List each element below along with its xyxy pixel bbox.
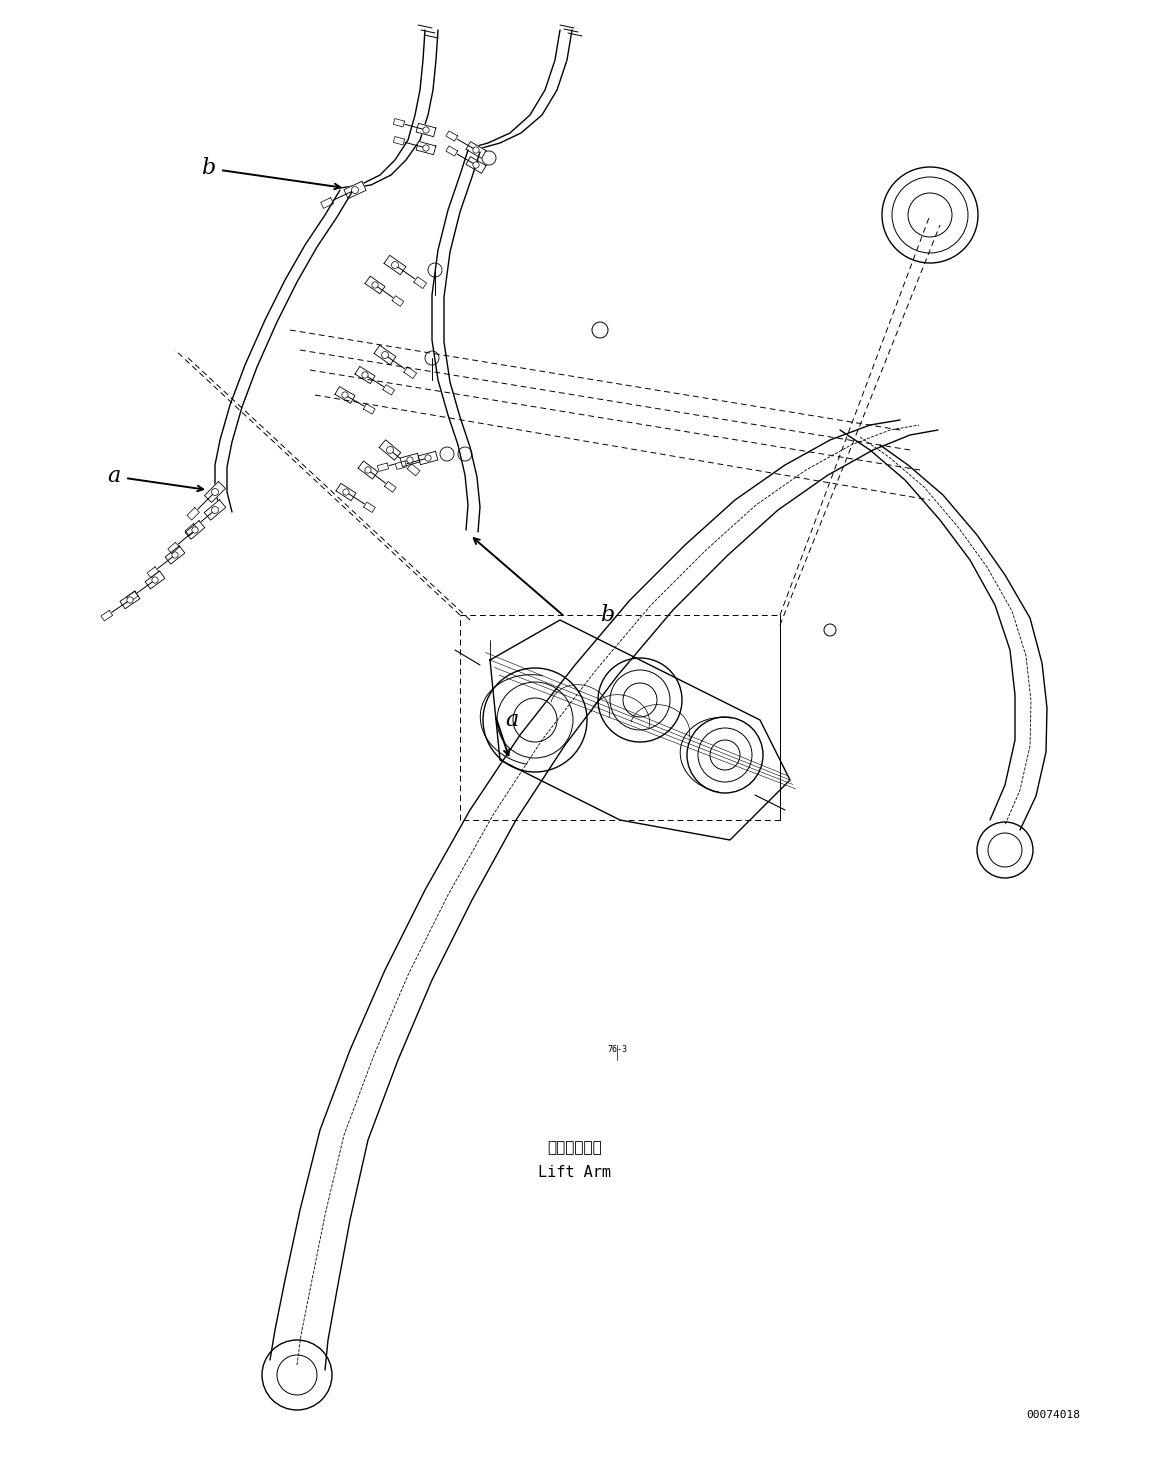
- Circle shape: [483, 668, 587, 771]
- Circle shape: [882, 168, 978, 262]
- Circle shape: [342, 392, 348, 398]
- Circle shape: [127, 596, 133, 604]
- Polygon shape: [404, 367, 416, 379]
- Circle shape: [212, 488, 219, 496]
- Text: 00074018: 00074018: [1026, 1410, 1080, 1420]
- Polygon shape: [187, 507, 199, 521]
- Circle shape: [423, 144, 429, 152]
- Polygon shape: [392, 296, 404, 306]
- Text: リフトアーム: リフトアーム: [548, 1140, 602, 1155]
- Circle shape: [262, 1340, 331, 1410]
- Circle shape: [351, 187, 358, 194]
- Polygon shape: [393, 118, 405, 127]
- Polygon shape: [416, 124, 436, 137]
- Polygon shape: [120, 592, 140, 609]
- Polygon shape: [167, 542, 179, 554]
- Circle shape: [212, 506, 219, 513]
- Polygon shape: [363, 404, 376, 414]
- Circle shape: [152, 577, 158, 583]
- Circle shape: [423, 127, 429, 133]
- Polygon shape: [384, 255, 406, 274]
- Circle shape: [386, 446, 393, 453]
- Polygon shape: [395, 461, 407, 469]
- Circle shape: [392, 261, 399, 268]
- Circle shape: [598, 658, 682, 742]
- Polygon shape: [205, 481, 226, 503]
- Circle shape: [365, 467, 371, 474]
- Polygon shape: [101, 611, 113, 621]
- Polygon shape: [419, 452, 437, 465]
- Text: b: b: [600, 604, 614, 625]
- Circle shape: [343, 488, 349, 496]
- Polygon shape: [466, 141, 486, 159]
- Circle shape: [372, 281, 378, 289]
- Polygon shape: [379, 440, 401, 461]
- Polygon shape: [336, 483, 356, 500]
- Polygon shape: [445, 146, 457, 156]
- Polygon shape: [365, 276, 385, 295]
- Circle shape: [381, 351, 388, 359]
- Polygon shape: [321, 198, 334, 208]
- Polygon shape: [400, 453, 420, 467]
- Text: a: a: [107, 465, 120, 487]
- Circle shape: [172, 551, 178, 558]
- Circle shape: [192, 526, 198, 534]
- Polygon shape: [358, 461, 378, 480]
- Polygon shape: [148, 567, 158, 577]
- Circle shape: [473, 147, 479, 153]
- Circle shape: [424, 455, 431, 461]
- Polygon shape: [205, 500, 226, 521]
- Polygon shape: [466, 156, 486, 174]
- Polygon shape: [377, 464, 388, 471]
- Circle shape: [473, 162, 479, 168]
- Polygon shape: [185, 521, 205, 539]
- Polygon shape: [393, 137, 405, 144]
- Circle shape: [977, 822, 1033, 878]
- Polygon shape: [335, 386, 355, 404]
- Polygon shape: [364, 502, 376, 513]
- Polygon shape: [414, 277, 427, 289]
- Polygon shape: [127, 590, 138, 602]
- Polygon shape: [383, 385, 394, 395]
- Polygon shape: [344, 181, 366, 198]
- Text: Lift Arm: Lift Arm: [538, 1165, 612, 1180]
- Polygon shape: [374, 346, 395, 364]
- Polygon shape: [185, 523, 198, 537]
- Circle shape: [687, 717, 763, 793]
- Polygon shape: [416, 141, 436, 155]
- Circle shape: [362, 372, 369, 378]
- Text: 76-3: 76-3: [607, 1045, 627, 1054]
- Text: b: b: [201, 157, 215, 179]
- Polygon shape: [145, 572, 165, 589]
- Polygon shape: [165, 545, 185, 564]
- Circle shape: [407, 456, 413, 464]
- Polygon shape: [407, 464, 420, 475]
- Polygon shape: [385, 481, 397, 493]
- Polygon shape: [445, 131, 457, 141]
- Text: a: a: [505, 709, 519, 730]
- Polygon shape: [355, 366, 374, 383]
